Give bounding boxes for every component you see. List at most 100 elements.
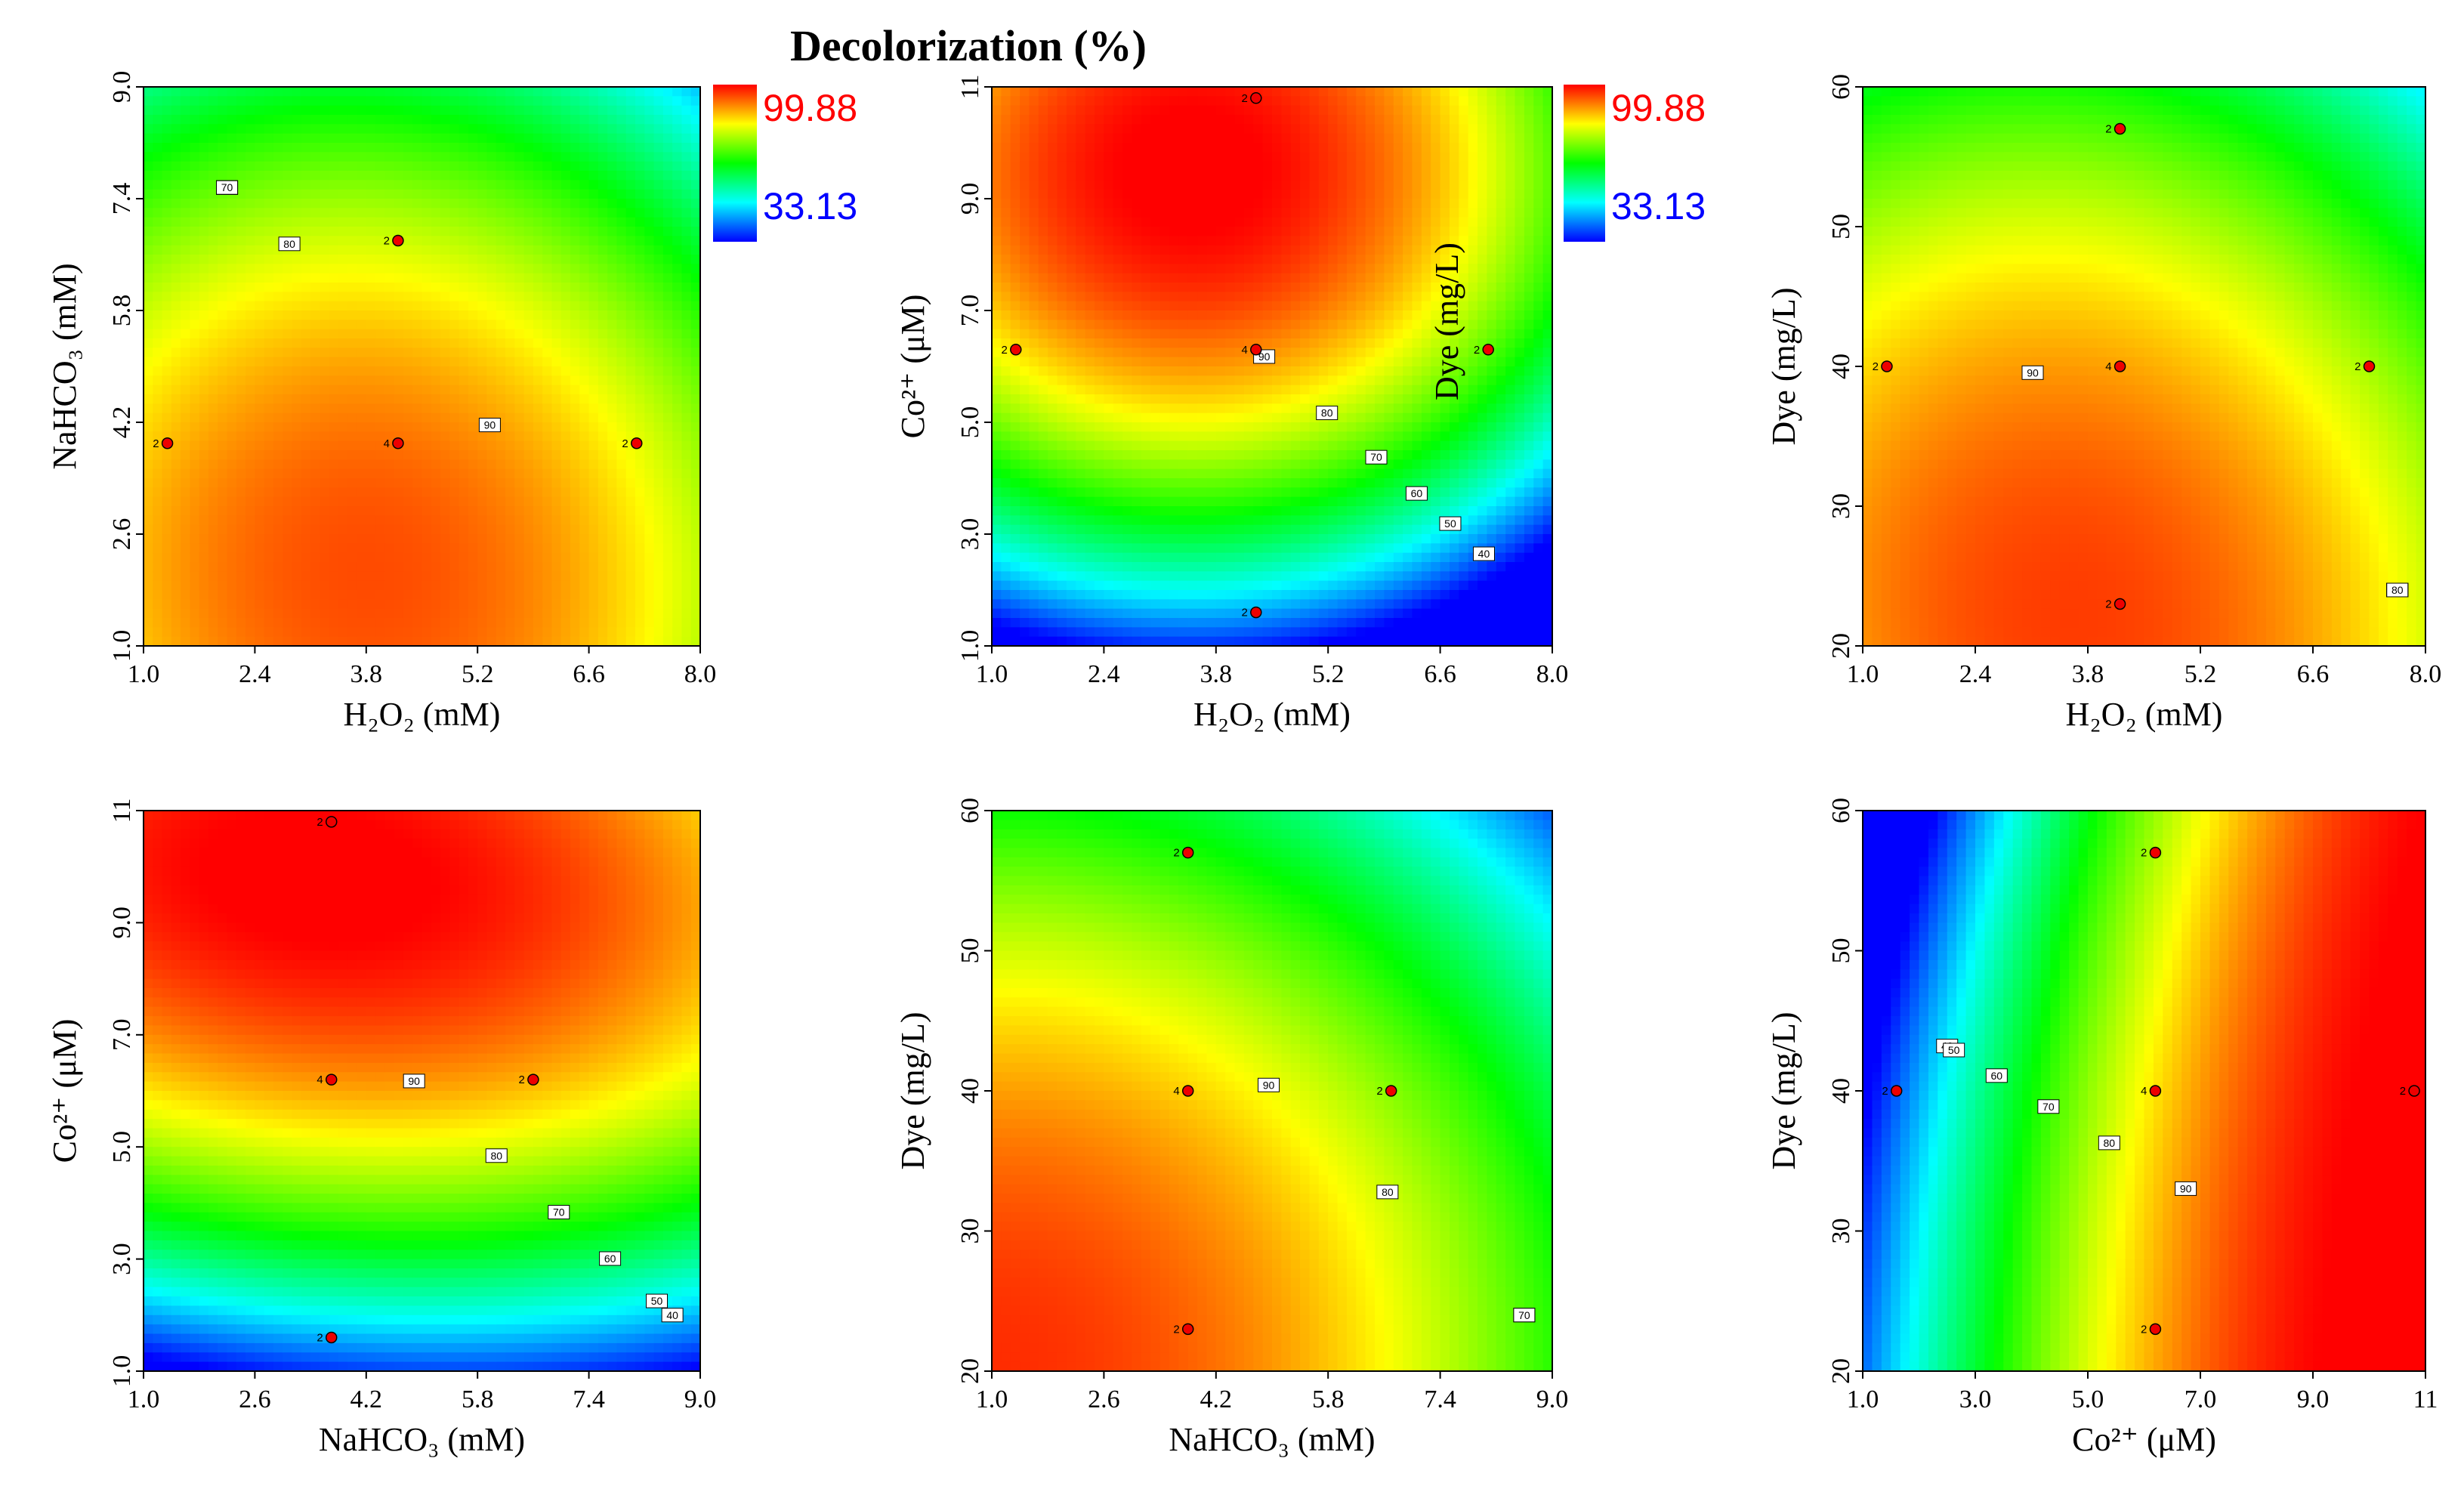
heat-cell xyxy=(597,143,608,153)
heat-cell xyxy=(384,450,395,461)
heat-cell xyxy=(255,450,265,461)
heat-cell xyxy=(357,366,367,377)
heat-cell xyxy=(320,618,330,629)
heat-cell xyxy=(1169,348,1180,358)
heat-cell xyxy=(181,496,191,507)
heat-cell xyxy=(384,310,395,321)
heat-cell xyxy=(338,412,349,423)
heat-cell xyxy=(690,618,701,629)
heat-cell xyxy=(1076,450,1086,461)
heat-cell xyxy=(218,403,228,414)
heat-cell xyxy=(1029,543,1039,554)
heat-cell xyxy=(514,208,525,218)
heat-cell xyxy=(514,301,525,311)
heat-cell xyxy=(255,357,265,367)
heat-cell xyxy=(375,636,386,647)
heat-cell xyxy=(310,543,321,554)
heat-cell xyxy=(1076,580,1086,591)
heat-cell xyxy=(421,403,432,414)
heat-cell xyxy=(570,487,581,498)
heat-cell xyxy=(560,385,571,395)
heat-cell xyxy=(366,385,376,395)
heat-cell xyxy=(477,450,488,461)
heat-cell xyxy=(320,199,330,209)
heat-cell xyxy=(301,338,311,349)
heat-cell xyxy=(236,580,246,591)
heat-cell xyxy=(190,636,200,647)
heat-cell xyxy=(579,524,590,535)
heat-cell xyxy=(579,515,590,526)
heat-cell xyxy=(403,180,414,190)
heat-cell xyxy=(375,534,386,545)
heat-cell xyxy=(1038,618,1048,629)
heat-cell xyxy=(1029,403,1039,414)
heat-cell xyxy=(162,422,172,433)
heat-cell xyxy=(208,115,219,125)
heat-cell xyxy=(468,292,478,302)
heat-cell xyxy=(1122,124,1133,134)
heat-cell xyxy=(616,608,627,619)
heat-cell xyxy=(1029,422,1039,433)
heat-cell xyxy=(181,357,191,367)
heat-cell xyxy=(218,459,228,470)
heat-cell xyxy=(607,599,618,610)
heat-cell xyxy=(431,161,441,171)
heat-cell xyxy=(1001,468,1011,479)
heat-cell xyxy=(625,255,636,265)
heat-cell xyxy=(375,618,386,629)
heat-cell xyxy=(523,245,534,255)
heat-cell xyxy=(579,459,590,470)
heat-cell xyxy=(199,329,209,339)
heat-cell xyxy=(431,571,441,582)
heat-cell xyxy=(431,636,441,647)
heat-cell xyxy=(1132,394,1142,405)
heat-cell xyxy=(551,143,562,153)
heat-cell xyxy=(1057,394,1067,405)
heat-cell xyxy=(384,301,395,311)
heat-cell xyxy=(273,143,284,153)
heat-cell xyxy=(375,143,386,153)
heat-cell xyxy=(283,608,293,619)
heat-cell xyxy=(301,627,311,638)
heat-cell xyxy=(1001,562,1011,573)
heat-cell xyxy=(570,189,581,199)
heat-cell xyxy=(588,422,599,433)
heat-cell xyxy=(171,152,181,162)
heat-cell xyxy=(542,515,553,526)
heat-cell xyxy=(227,468,237,479)
heat-cell xyxy=(533,301,543,311)
heat-cell xyxy=(162,338,172,349)
heat-cell xyxy=(607,627,618,638)
heat-cell xyxy=(1113,329,1123,339)
heat-cell xyxy=(384,115,395,125)
heat-cell xyxy=(690,608,701,619)
heat-cell xyxy=(375,217,386,227)
heat-cell xyxy=(1122,431,1133,442)
heat-cell xyxy=(171,115,181,125)
heat-cell xyxy=(1178,571,1189,582)
heat-cell xyxy=(1020,412,1030,423)
heat-cell xyxy=(579,227,590,237)
heat-cell xyxy=(1020,385,1030,395)
heat-cell xyxy=(208,524,219,535)
heat-cell xyxy=(227,255,237,265)
heat-cell xyxy=(153,152,163,162)
heat-cell xyxy=(625,124,636,134)
heat-cell xyxy=(347,552,358,563)
heat-cell xyxy=(199,320,209,330)
heat-cell xyxy=(208,590,219,601)
heat-cell xyxy=(560,618,571,629)
heat-cell xyxy=(1048,590,1058,601)
heat-cell xyxy=(403,236,414,246)
heat-cell xyxy=(1048,115,1058,125)
heat-cell xyxy=(1169,152,1180,162)
heat-cell xyxy=(486,524,497,535)
heat-cell xyxy=(227,431,237,442)
heat-cell xyxy=(264,217,274,227)
heat-cell xyxy=(181,96,191,107)
heat-cell xyxy=(1029,189,1039,199)
heat-cell xyxy=(1150,515,1161,526)
heat-cell xyxy=(597,506,608,517)
heat-cell xyxy=(1197,375,1208,386)
heat-cell xyxy=(1020,515,1030,526)
